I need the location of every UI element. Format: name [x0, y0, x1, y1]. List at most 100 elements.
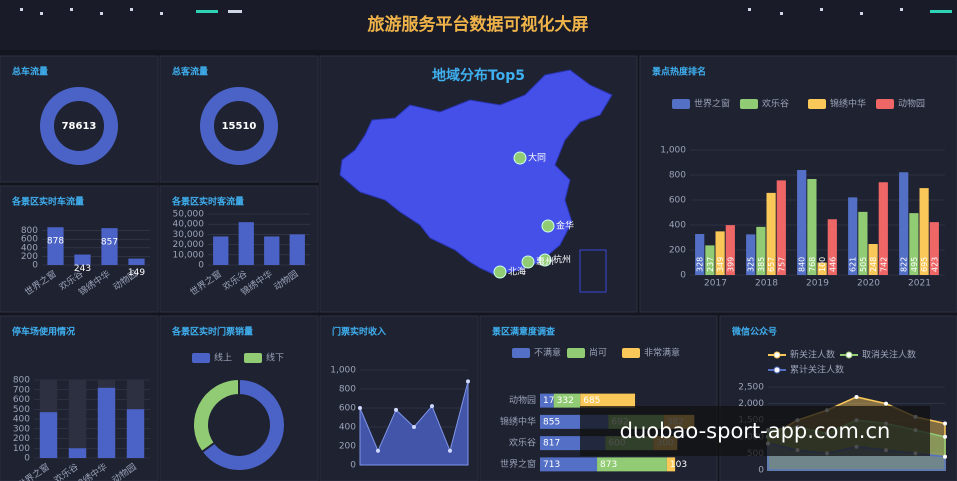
map-label: 北海 [508, 266, 526, 278]
bar-segment [666, 457, 676, 472]
y-tick-label: 600 [13, 395, 30, 405]
y-tick-label: 20,000 [173, 240, 205, 250]
map-point [538, 253, 552, 267]
point [943, 421, 947, 426]
bar [213, 236, 229, 265]
legend-label: 动物园 [898, 98, 925, 110]
bar [848, 197, 858, 275]
y-tick-label: 50,000 [173, 210, 205, 220]
bar [264, 236, 280, 265]
map-label: 金华 [556, 220, 574, 232]
legend-dot [773, 351, 781, 359]
y-tick-label: 300 [13, 424, 30, 434]
watermark-bg [580, 406, 930, 456]
pie-slice [192, 377, 240, 454]
x-tick-label: 2021 [908, 279, 931, 289]
point [376, 448, 380, 453]
value-label: 243 [74, 264, 91, 274]
y-tick-label: 200 [13, 434, 30, 444]
value-label: 325 [747, 257, 756, 272]
panel [159, 315, 319, 481]
legend-dot [845, 351, 853, 359]
legend-label: 非常满意 [644, 347, 680, 359]
value-label: 768 [808, 257, 817, 272]
y-tick-label: 800 [339, 385, 356, 395]
point [412, 425, 416, 429]
legend-label: 欢乐谷 [762, 98, 789, 110]
bar [827, 219, 837, 275]
bar [695, 234, 705, 275]
bar [705, 245, 715, 275]
y-tick-label: 40,000 [173, 220, 205, 230]
bar [126, 409, 145, 458]
legend-swatch [672, 99, 690, 109]
legend-label: 不满意 [534, 347, 561, 359]
area-fill [359, 381, 469, 466]
panel-title: 门票实时收入 [332, 326, 386, 338]
bar-segment [580, 393, 636, 408]
legend-label: 累计关注人数 [790, 364, 844, 376]
value-label: 855 [543, 417, 560, 427]
map-label: 大同 [528, 152, 546, 164]
y-tick-label: 600 [669, 196, 686, 206]
map-point [541, 219, 555, 233]
panel-title: 景点热度排名 [652, 66, 706, 78]
y-tick-label: 0 [24, 454, 30, 464]
panel-title: 总客流量 [172, 66, 208, 78]
point [466, 379, 470, 384]
y-tick-label: 0 [198, 261, 204, 271]
point [884, 401, 888, 406]
y-tick-label: 1,000 [660, 146, 686, 156]
page-title: 旅游服务平台数据可视化大屏 [368, 14, 589, 35]
bar [39, 412, 58, 458]
y-tick-label: 400 [13, 415, 30, 425]
bar [817, 262, 827, 275]
legend-label: 新关注人数 [790, 349, 835, 361]
bar [101, 228, 118, 265]
value-label: 328 [696, 257, 705, 272]
value-label: 423 [930, 257, 939, 272]
watermark: duobao-sport-app.com.cn [620, 419, 891, 443]
bar [807, 179, 817, 275]
legend-label: 锦绣中华 [830, 98, 866, 110]
bar [756, 226, 766, 275]
bar [766, 192, 776, 275]
bar [238, 222, 254, 265]
y-tick-label: 800 [13, 376, 30, 386]
legend-label: 世界之窗 [694, 98, 730, 110]
legend-label: 尚可 [589, 347, 607, 359]
pie-slice [200, 377, 286, 472]
value-label: 237 [706, 257, 715, 272]
bar [868, 244, 878, 275]
bar [797, 170, 807, 275]
y-tick-label: 1,000 [330, 366, 356, 376]
y-tick-label: 800 [21, 226, 38, 236]
bar [929, 222, 939, 275]
legend-swatch [622, 348, 640, 358]
value-label: 100 [818, 257, 827, 272]
y-tick-label: 30,000 [173, 230, 205, 240]
bar [919, 188, 929, 275]
point [358, 406, 362, 410]
header-decoration [20, 8, 952, 15]
y-tick-label: 600 [339, 404, 356, 414]
y-tick-label: 世界之窗 [500, 458, 536, 470]
point [854, 394, 859, 399]
donut-value: 78613 [62, 121, 97, 132]
value-label: 657 [767, 257, 776, 272]
value-label: 495 [910, 257, 919, 272]
panel-title: 各景区实时客流量 [171, 196, 244, 208]
y-tick-label: 动物园 [509, 394, 536, 406]
donut-ring [200, 87, 278, 165]
y-tick-label: 200 [21, 252, 38, 262]
value-label: 873 [600, 460, 617, 470]
bar-segment [553, 393, 581, 408]
value-label: 817 [543, 439, 560, 449]
y-tick-label: 500 [13, 405, 30, 415]
bar [128, 258, 145, 265]
bar [725, 225, 735, 275]
value-label: 822 [900, 257, 909, 272]
value-label: 349 [716, 257, 725, 272]
map-point [493, 265, 507, 279]
